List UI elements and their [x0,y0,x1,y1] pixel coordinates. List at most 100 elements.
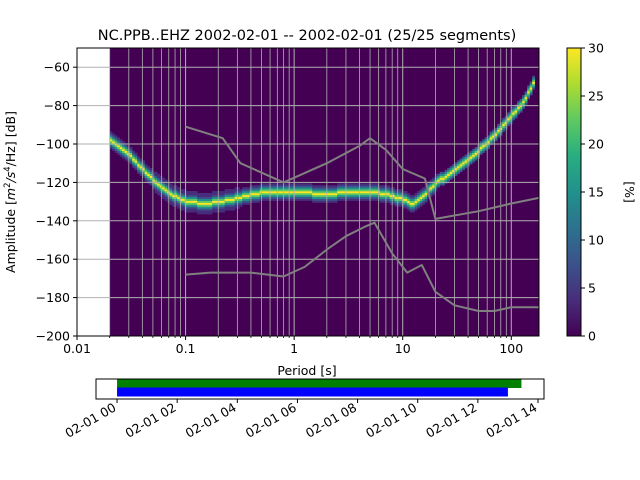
psd-cell [267,183,270,186]
psd-cell [144,168,148,171]
psd-cell [172,196,175,200]
psd-cell [234,189,238,192]
psd-cell [184,192,188,196]
psd-cell [434,179,438,182]
psd-cell [422,202,425,205]
psd-cell [512,106,515,109]
psd-cell [392,200,395,203]
psd-cell [389,192,393,196]
psd-cell [117,137,120,140]
psd-cell [124,144,128,148]
psd-cell [224,189,228,192]
psd-cell [237,189,240,192]
psd-cell [507,116,510,119]
psd-cell [267,189,270,192]
psd-cell [242,198,245,201]
psd-cell [397,204,400,207]
psd-cell [519,100,523,104]
psd-cell [307,191,310,194]
psd-cell [189,196,193,200]
psd-cell [284,192,288,196]
psd-cell [292,196,295,200]
psd-cell [304,189,308,192]
psd-cell [202,200,205,203]
psd-cell [179,200,183,203]
psd-cell [114,141,118,144]
psd-cell [524,96,528,100]
psd-cell [307,185,310,188]
psd-cell [447,168,450,171]
psd-cell [227,206,230,209]
psd-cell [202,206,205,209]
psd-cell [389,202,393,205]
psd-cell [452,171,455,175]
psd-cell [372,183,375,186]
psd-cell [154,175,158,178]
psd-cell [237,192,240,196]
psd-cell [447,171,450,175]
psd-cell [459,162,463,165]
psd-cell [454,168,458,171]
psd-cell [227,200,230,203]
psd-cell [382,196,385,200]
psd-cell [207,202,210,205]
psd-cell [319,196,323,200]
psd-cell [304,192,308,196]
psd-cell [174,204,178,207]
psd-cell [479,144,483,148]
psd-cell [324,185,328,188]
psd-cell [437,179,440,182]
psd-cell [189,191,193,194]
psd-cell [287,191,290,194]
psd-cell [322,187,325,190]
psd-cell [524,93,528,96]
psd-cell [367,198,370,201]
psd-cell [212,191,215,194]
psd-cell [174,202,178,205]
psd-cell [224,204,228,207]
psd-cell [382,198,385,201]
psd-cell [244,202,248,205]
psd-cell [442,183,445,186]
psd-cell [172,189,175,192]
psd-cell [272,192,275,196]
psd-cell [454,162,458,165]
psd-cell [269,183,273,186]
psd-cell [502,121,505,125]
psd-cell [359,192,363,196]
psd-cell [364,198,368,201]
psd-cell [514,116,518,119]
psd-cell [117,152,120,155]
psd-cell [247,200,250,203]
psd-cell [522,96,525,100]
psd-cell [472,152,475,155]
psd-cell [254,191,258,194]
psd-cell [307,183,310,186]
psd-cell [367,192,370,196]
psd-cell [457,164,460,167]
psd-cell [397,202,400,205]
psd-cell [439,183,443,186]
psd-cell [369,183,373,186]
psd-cell [329,191,333,194]
plot-frame [76,47,540,337]
psd-cell [192,200,195,203]
psd-cell [214,210,218,213]
psd-cell [317,191,320,194]
psd-cell [219,206,223,209]
psd-cell [232,192,235,196]
psd-cell [182,206,185,209]
psd-cell [414,208,418,211]
psd-cell [189,194,193,198]
psd-cell [149,173,153,176]
x-tick-label: 100 [499,341,523,356]
psd-cell [479,141,483,144]
psd-cell [449,173,453,176]
psd-cell [152,177,155,180]
psd-cell [464,164,468,167]
psd-cell [124,150,128,153]
psd-cell [442,179,445,182]
psd-cell [472,158,475,161]
psd-cell [347,194,350,198]
psd-cell [222,202,225,205]
